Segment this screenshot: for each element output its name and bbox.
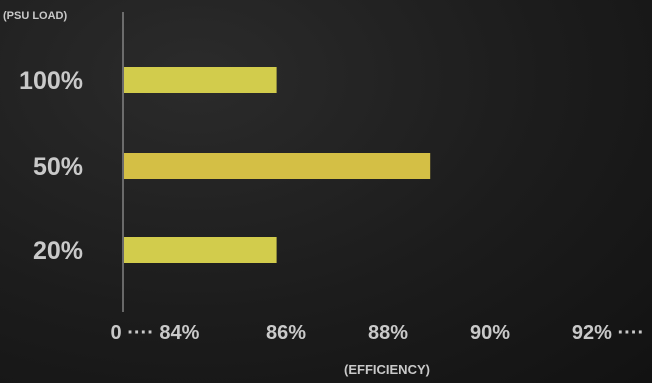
x-tick-label: 0 ···· 84% [111, 322, 200, 344]
category-label: 50% [33, 153, 83, 181]
x-tick-label: 86% [266, 322, 306, 344]
x-tick-label: 90% [470, 322, 510, 344]
y-axis-title: (PSU LOAD) [3, 10, 68, 22]
bar-20pct [124, 237, 277, 263]
bar-group [124, 67, 431, 263]
x-tick-labels: 0 ···· 84% 86% 88% 90% 92% ···· [111, 322, 645, 344]
bar-50pct [124, 153, 431, 179]
x-tick-label: 92% ···· [572, 322, 644, 344]
category-label: 20% [33, 237, 83, 265]
x-tick-label: 88% [368, 322, 408, 344]
category-label: 100% [19, 67, 83, 95]
x-axis-title: (EFFICIENCY) [344, 362, 430, 377]
category-labels: 100% 50% 20% [19, 67, 83, 265]
bar-100pct [124, 67, 277, 93]
